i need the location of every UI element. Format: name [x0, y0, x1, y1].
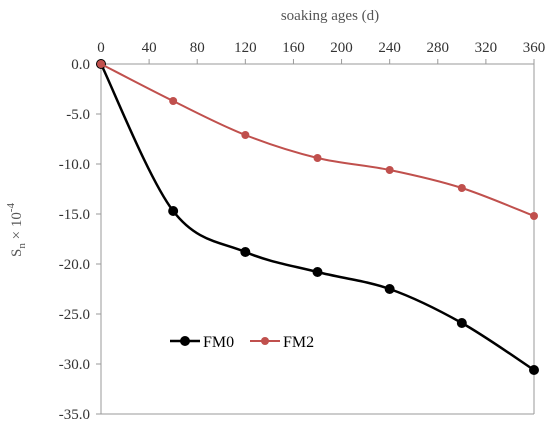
y-axis: 0.0 -5.0 -10.0 -15.0 -20.0 -25.0 -30.0 -35.0: [59, 57, 101, 423]
data-point-fm2: [313, 154, 322, 162]
data-point-fm2: [97, 60, 105, 68]
data-point-fm2: [241, 131, 250, 139]
x-tick-label: 320: [475, 40, 498, 56]
x-tick-label: 80: [190, 40, 205, 56]
legend-label-fm2: FM2: [283, 334, 314, 351]
plot-frame: [100, 63, 535, 415]
series-fm0: [96, 59, 539, 375]
data-point-fm0: [529, 365, 539, 375]
x-axis-title: soaking ages (d): [281, 8, 379, 24]
y-axis-title: Sn × 10-4: [5, 203, 28, 257]
legend-label-fm0: FM0: [203, 334, 234, 351]
x-tick-label: 40: [142, 40, 157, 56]
x-tick-label: 240: [378, 40, 401, 56]
y-axis-title-main: S: [9, 249, 25, 257]
x-tick-label: 160: [282, 40, 305, 56]
data-point-fm2: [530, 212, 538, 220]
y-tick-label: -35.0: [59, 407, 90, 423]
data-point-fm0: [384, 284, 395, 294]
y-tick-label: -25.0: [59, 307, 90, 323]
data-point-fm2: [385, 166, 394, 174]
series-line-fm2: [100, 63, 535, 217]
series-fm2: [97, 60, 538, 220]
data-point-fm0: [312, 267, 323, 277]
data-point-fm2: [457, 184, 466, 192]
y-axis-title-exponent: -4: [5, 203, 17, 213]
x-tick-label: 0: [97, 40, 105, 56]
x-tick-label: 280: [427, 40, 450, 56]
data-point-fm2: [169, 97, 178, 105]
y-axis-title-times: × 10: [9, 212, 25, 243]
legend: FM0 FM2: [170, 334, 314, 351]
series-layer: [96, 59, 539, 375]
y-tick-label: -20.0: [59, 257, 90, 273]
y-tick-label: -15.0: [59, 207, 90, 223]
series-line-fm0: [99, 63, 535, 372]
legend-swatch-marker: [261, 337, 269, 345]
y-tick-label: -5.0: [66, 107, 90, 123]
y-axis-title-subscript: n: [16, 243, 28, 249]
y-tick-label: -10.0: [59, 157, 90, 173]
data-point-fm0: [456, 318, 467, 328]
x-tick-label: 120: [234, 40, 257, 56]
data-point-fm0: [168, 206, 179, 216]
y-tick-label: -30.0: [59, 357, 90, 373]
data-point-fm0: [240, 247, 251, 257]
x-tick-label: 360: [523, 40, 546, 56]
legend-item-fm2: FM2: [250, 334, 314, 351]
legend-item-fm0: FM0: [170, 334, 234, 351]
legend-swatch-marker: [180, 336, 190, 346]
x-axis: 0 40 80 120 160 200 240 280 320 360: [97, 40, 545, 64]
y-tick-label: 0.0: [71, 57, 90, 73]
x-tick-label: 200: [330, 40, 353, 56]
